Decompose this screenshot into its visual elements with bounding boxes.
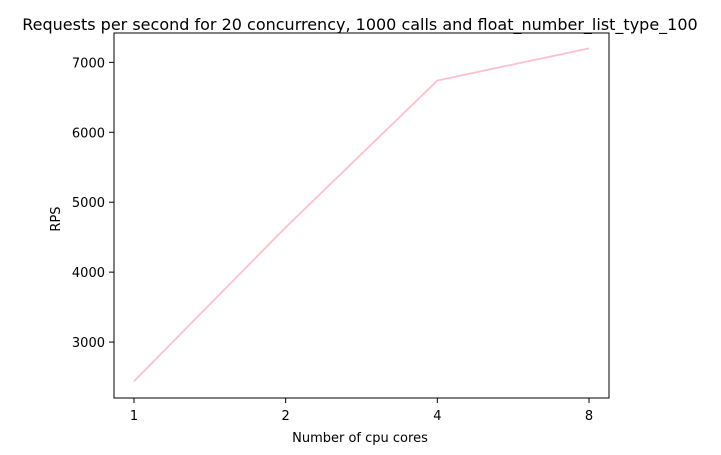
chart-title: Requests per second for 20 concurrency, … xyxy=(22,15,697,35)
y-tick-label: 6000 xyxy=(72,126,105,141)
x-tick-label: 2 xyxy=(282,409,290,424)
y-tick-label: 4000 xyxy=(72,266,105,281)
y-tick-label: 7000 xyxy=(72,56,105,71)
plot-frame xyxy=(113,32,610,399)
y-tick-label: 3000 xyxy=(72,336,105,351)
y-tick-label: 5000 xyxy=(72,196,105,211)
x-tick-label: 4 xyxy=(433,409,441,424)
y-axis-label: RPS xyxy=(49,206,64,231)
series-line xyxy=(133,47,590,382)
x-axis-label: Number of cpu cores xyxy=(292,431,428,446)
x-tick-label: 1 xyxy=(130,409,138,424)
plot-area: 1 2 4 8 3000 4000 5000 6000 7000 xyxy=(72,32,610,424)
x-tick-label: 8 xyxy=(585,409,593,424)
